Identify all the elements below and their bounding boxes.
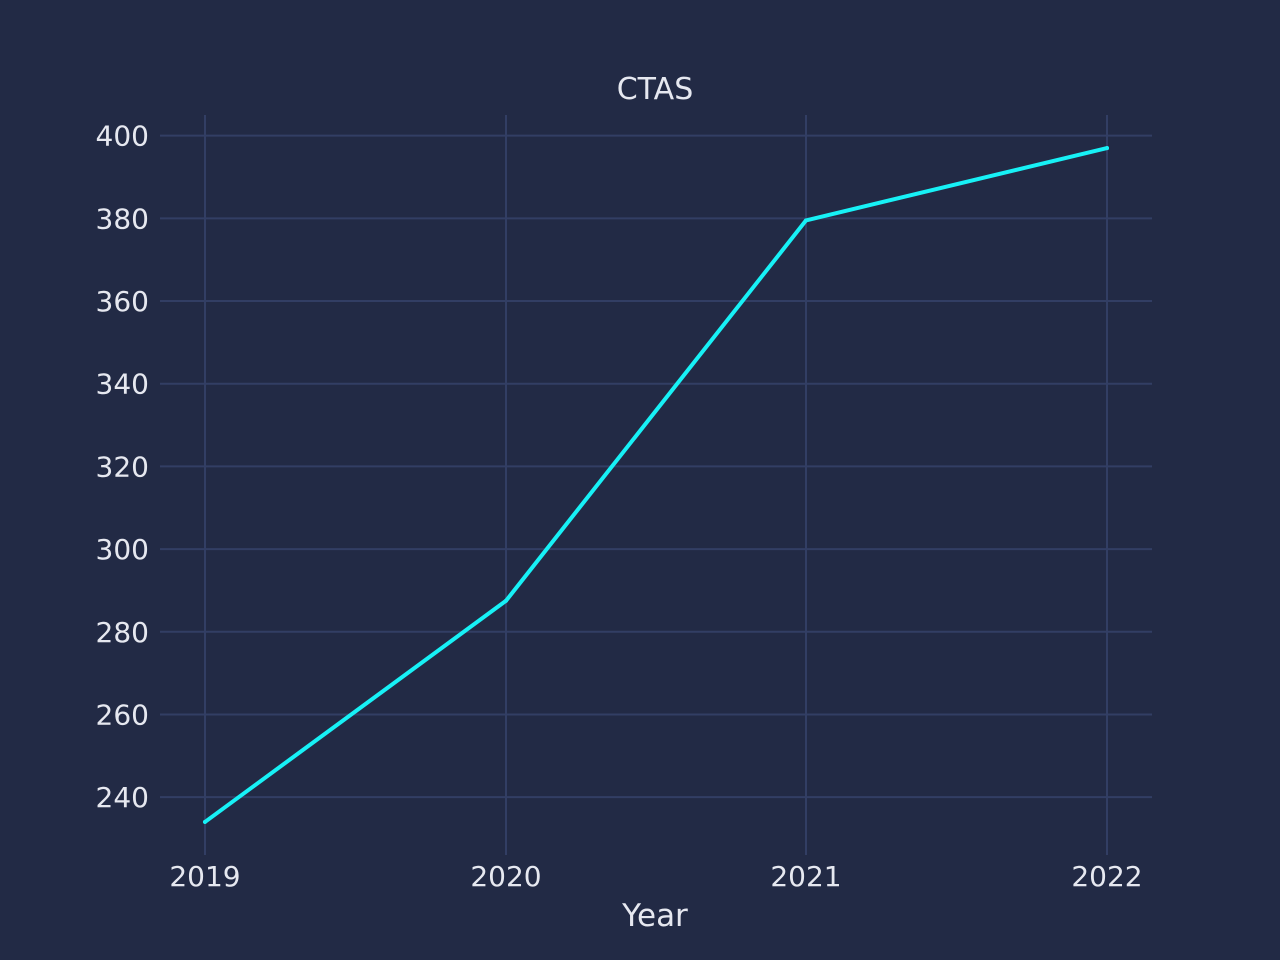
y-tick-label: 380 <box>96 202 149 235</box>
x-axis-label: Year <box>621 898 688 934</box>
y-tick-label: 280 <box>96 616 149 649</box>
x-tick-label: 2022 <box>1071 860 1142 893</box>
x-tick-label: 2021 <box>770 860 841 893</box>
y-tick-label: 400 <box>96 120 149 153</box>
data-point <box>1105 146 1109 151</box>
data-point <box>804 218 808 223</box>
y-tick-label: 300 <box>96 533 149 566</box>
grid-lines <box>160 115 1152 855</box>
y-tick-label: 360 <box>96 285 149 318</box>
data-point <box>504 598 508 603</box>
y-tick-label: 320 <box>96 450 149 483</box>
x-tick-label: 2019 <box>169 860 240 893</box>
y-tick-label: 240 <box>96 781 149 814</box>
data-point <box>203 819 207 824</box>
y-tick-label: 340 <box>96 368 149 401</box>
x-tick-label: 2020 <box>470 860 541 893</box>
chart-title: CTAS <box>617 72 694 107</box>
x-axis-ticks: 2019 2020 2021 2022 <box>169 860 1142 893</box>
series-layer <box>203 146 1109 824</box>
y-tick-label: 260 <box>96 698 149 731</box>
y-axis-ticks: 240 260 280 300 320 340 360 380 400 <box>96 120 149 814</box>
series-line <box>203 146 1109 824</box>
